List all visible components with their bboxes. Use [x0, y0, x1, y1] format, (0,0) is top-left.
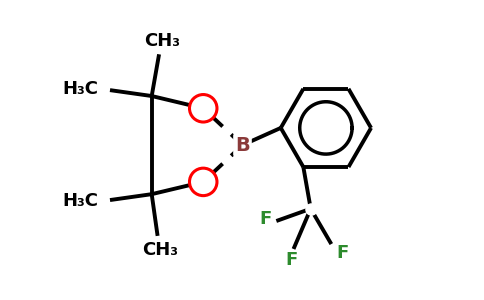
Text: CH₃: CH₃: [145, 32, 181, 50]
Text: H₃C: H₃C: [62, 80, 99, 98]
Text: F: F: [259, 209, 272, 227]
Text: F: F: [285, 251, 297, 269]
Text: CH₃: CH₃: [142, 241, 179, 259]
Text: B: B: [235, 136, 250, 154]
Text: F: F: [336, 244, 348, 262]
Circle shape: [191, 169, 215, 194]
Text: H₃C: H₃C: [62, 192, 99, 210]
Circle shape: [191, 96, 215, 121]
